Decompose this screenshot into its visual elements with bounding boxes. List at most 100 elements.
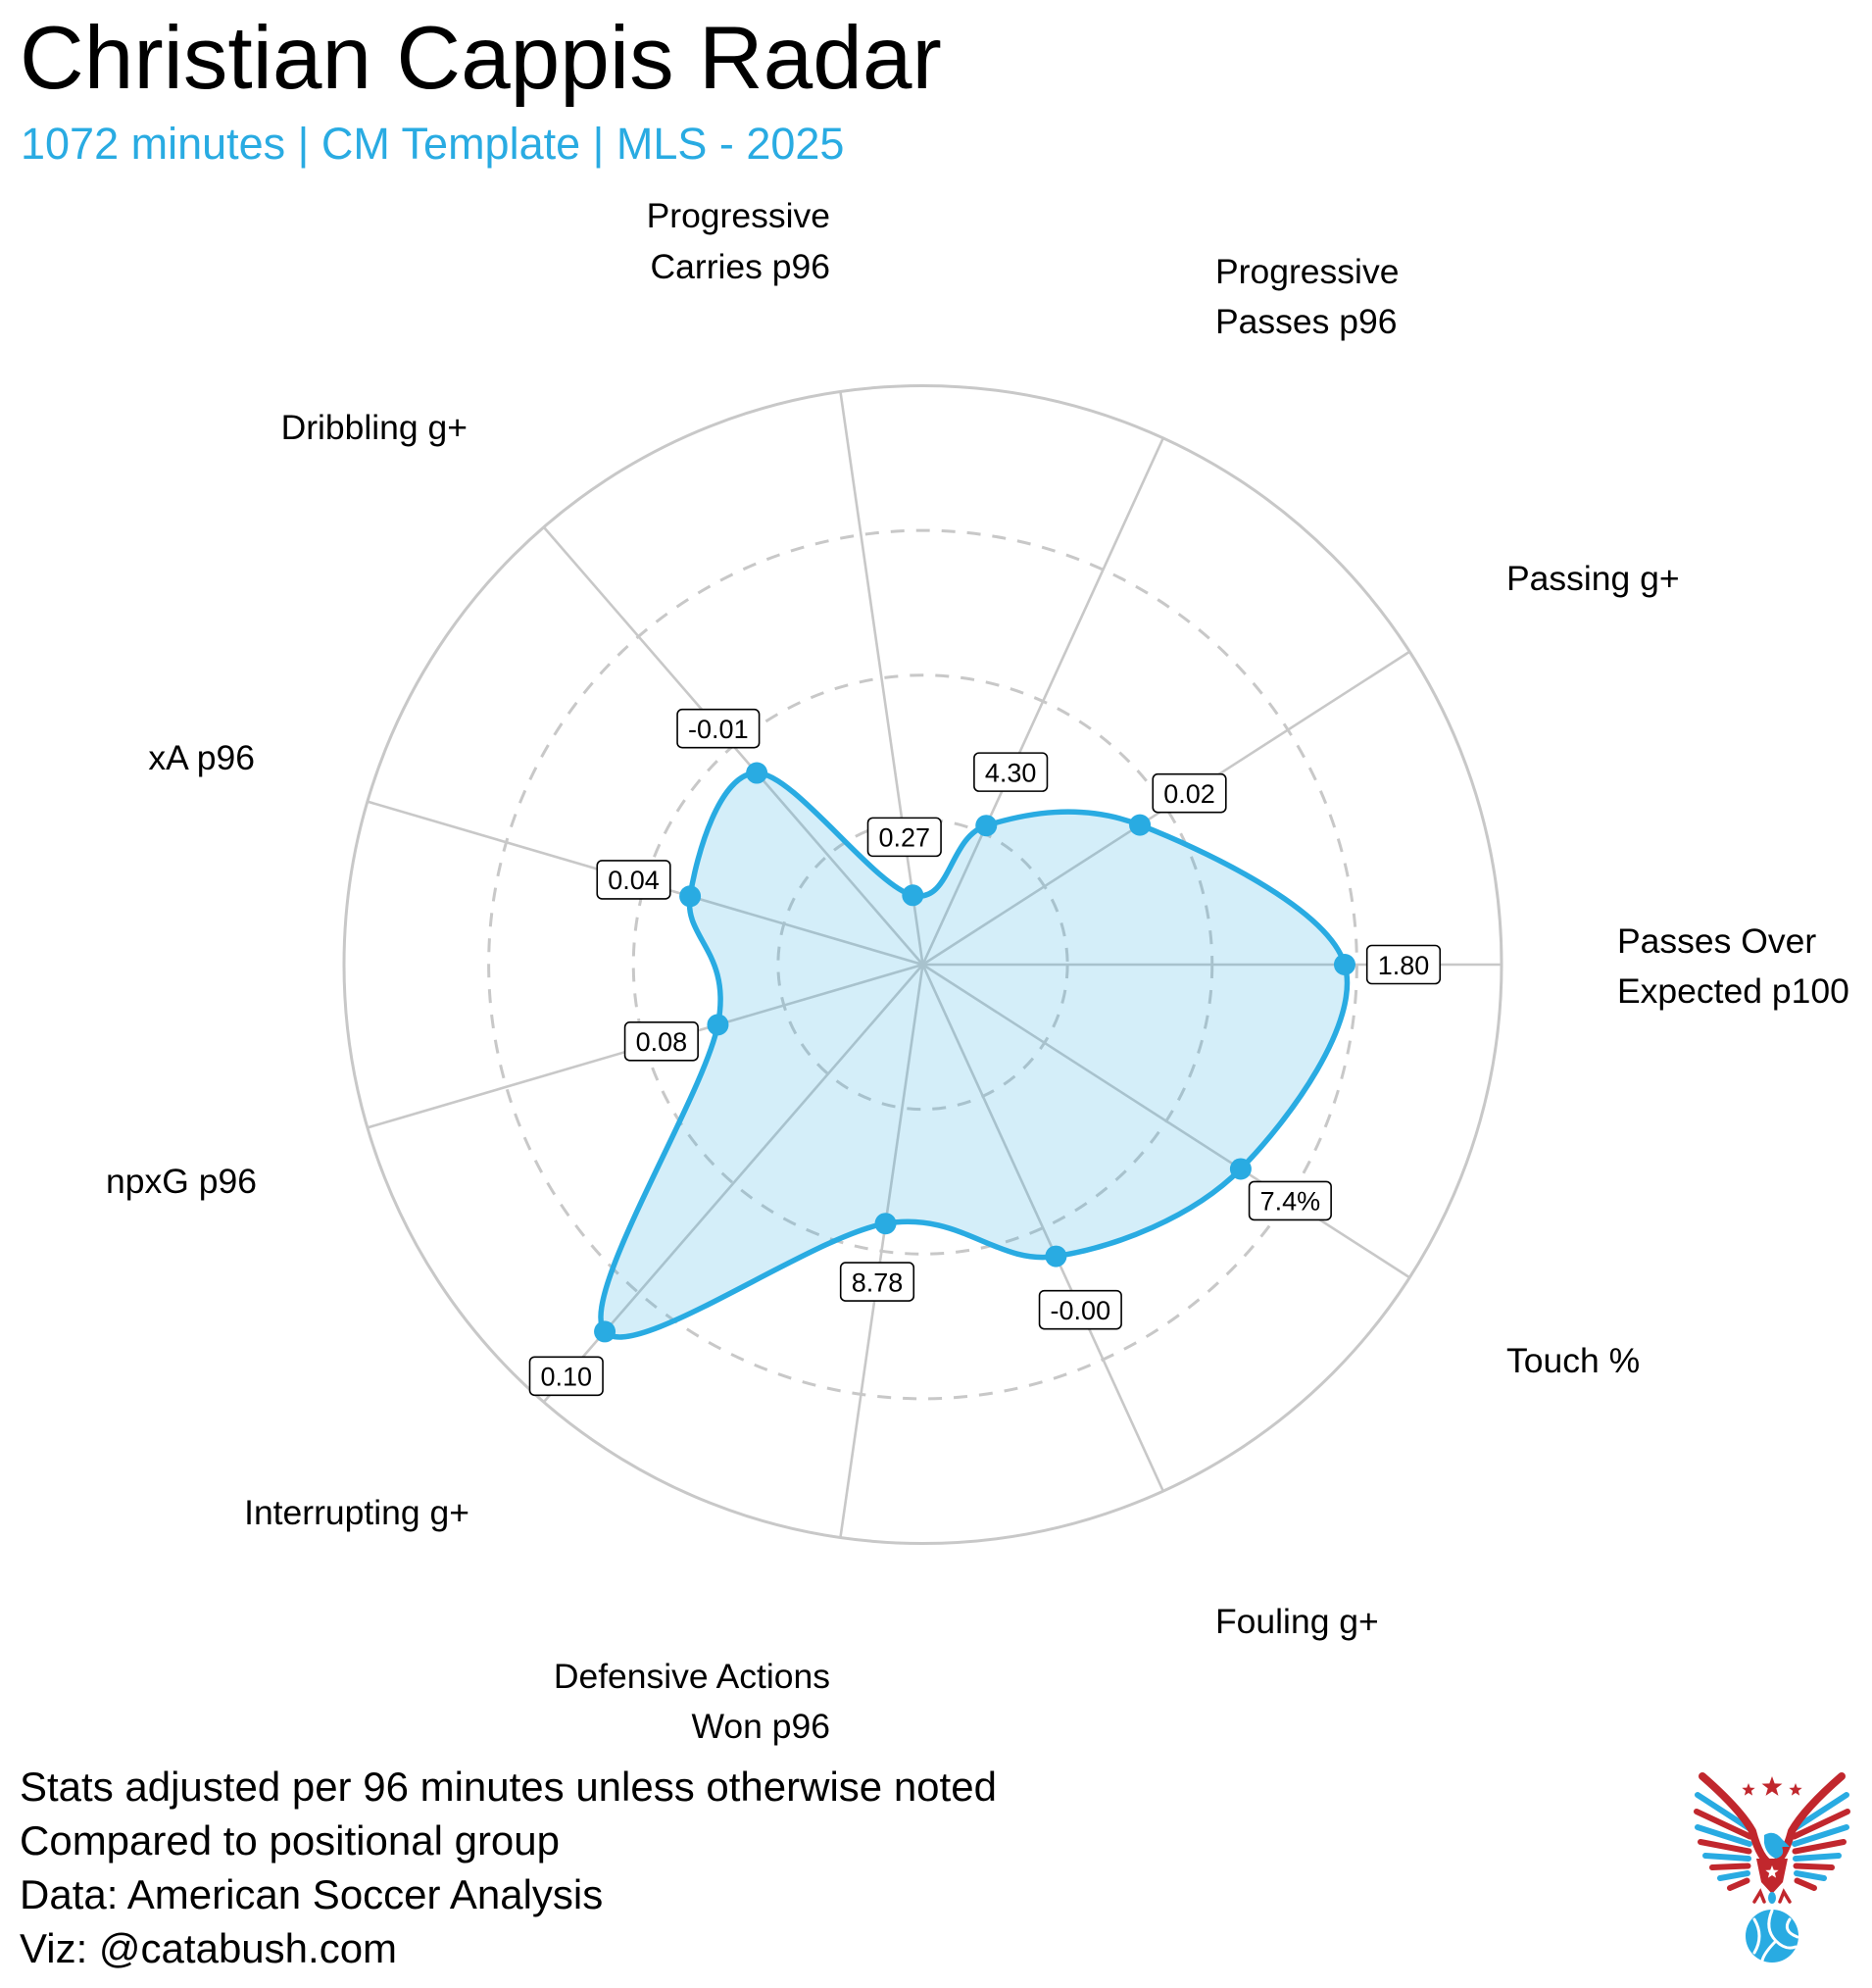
axis-labels: Passes Over Expected p100 Passing g+ Progre…	[106, 196, 1849, 1746]
value-label-box	[623, 1020, 699, 1062]
wing-feather-right	[1792, 1839, 1847, 1855]
data-point-1	[1129, 814, 1152, 836]
value-label-10: 7.4%	[1248, 1180, 1332, 1221]
eagle-soccer-ball-logo	[1694, 1772, 1850, 1963]
wing-feather-right	[1792, 1824, 1849, 1847]
radar-points	[594, 762, 1355, 1343]
value-label-box	[1248, 1180, 1332, 1221]
star-icon	[1742, 1783, 1755, 1796]
value-label-text: 0.10	[540, 1363, 592, 1392]
axis-label-8: Defensive Actions Won p96	[554, 1657, 830, 1746]
value-label-box	[1038, 1289, 1122, 1330]
value-label-9: -0.00	[1038, 1289, 1122, 1330]
value-label-box	[973, 752, 1049, 792]
axis-label-0: Passes Over Expected p100	[1617, 921, 1849, 1011]
wing-feather-left	[1709, 1863, 1751, 1870]
grid-spoke	[839, 964, 924, 1538]
axis-label-3: Progressive Carries p96	[647, 196, 830, 286]
soccer-ball-panels	[1752, 1909, 1799, 1963]
wing-feather-right	[1793, 1853, 1842, 1862]
footer-note-compared: Compared to positional group	[20, 1817, 560, 1864]
axis-label-10: Touch %	[1506, 1341, 1640, 1380]
axis-label-line: Progressive	[1215, 252, 1399, 291]
axis-label-line: npxG p96	[106, 1162, 257, 1201]
axis-label-line: Passes p96	[1215, 302, 1398, 341]
wing-feather-right	[1794, 1877, 1817, 1891]
axis-label-line: Fouling g+	[1215, 1602, 1379, 1641]
footer-note-data-source: Data: American Soccer Analysis	[20, 1871, 603, 1917]
value-label-7: 0.10	[528, 1356, 604, 1397]
value-label-text: 1.80	[1378, 951, 1430, 980]
data-point-4	[746, 762, 768, 784]
wing-feather-right	[1794, 1870, 1827, 1881]
axis-label-line: Carries p96	[651, 247, 831, 286]
grid-spoke	[839, 391, 924, 966]
value-label-text: 4.30	[985, 758, 1037, 787]
axis-label-line: Progressive	[647, 196, 830, 235]
data-point-8	[874, 1213, 897, 1235]
wing-feather-left	[1695, 1824, 1752, 1847]
axis-label-5: xA p96	[148, 738, 255, 777]
value-label-1: 0.02	[1152, 772, 1227, 814]
eagle-head	[1764, 1832, 1790, 1859]
value-label-2: 4.30	[973, 752, 1049, 792]
value-label-8: 8.78	[839, 1262, 915, 1302]
value-label-0: 1.80	[1365, 944, 1442, 985]
axis-label-4: Dribbling g+	[281, 408, 468, 447]
value-label-box	[1365, 944, 1442, 985]
value-label-text: 8.78	[852, 1267, 904, 1297]
grid-spoke	[921, 964, 1164, 1492]
value-label-3: 0.27	[866, 817, 942, 858]
axis-label-line: Touch %	[1506, 1341, 1640, 1380]
value-label-box	[528, 1356, 604, 1397]
axis-label-line: Expected p100	[1617, 971, 1849, 1011]
axis-label-line: Won p96	[692, 1707, 830, 1746]
data-point-3	[902, 884, 924, 907]
wing-feather-left	[1717, 1870, 1750, 1881]
grid-spoke	[921, 963, 1410, 1279]
wing-feather-left	[1695, 1792, 1753, 1832]
footer-notes: Stats adjusted per 96 minutes unless oth…	[20, 1764, 997, 1971]
star-icon	[1761, 1776, 1783, 1796]
value-label-text: 7.4%	[1260, 1187, 1321, 1217]
footer-note-viz-credit: Viz: @catabush.com	[20, 1925, 397, 1971]
chart-title: Christian Cappis Radar	[20, 9, 942, 108]
radar-shape	[598, 770, 1351, 1340]
grid-spoke	[921, 437, 1164, 966]
data-point-9	[1045, 1245, 1067, 1267]
axis-label-line: Defensive Actions	[554, 1657, 830, 1696]
wing-feather-right	[1791, 1809, 1850, 1840]
data-point-10	[1229, 1158, 1252, 1180]
eagle-talons	[1752, 1888, 1792, 1904]
axis-label-7: Interrupting g+	[244, 1493, 469, 1532]
footer-note-stats-adjusted: Stats adjusted per 96 minutes unless oth…	[20, 1764, 997, 1810]
axis-label-line: Passes Over	[1617, 921, 1816, 961]
wing-feather-left	[1694, 1809, 1753, 1840]
eagle-body-shield	[1756, 1859, 1788, 1894]
chart-subtitle: 1072 minutes | CM Template | MLS - 2025	[21, 119, 844, 169]
wing-feather-right	[1791, 1792, 1849, 1832]
data-point-7	[594, 1320, 616, 1343]
wing-feather-left	[1698, 1839, 1752, 1855]
axis-label-6: npxG p96	[106, 1162, 257, 1201]
value-labels: 1.80 0.02 4.30 0.27 -0.01 0.04 0.08 0.10 8.78 -0.…	[528, 708, 1442, 1397]
axis-label-line: Passing g+	[1506, 559, 1680, 598]
axis-label-line: Dribbling g+	[281, 408, 468, 447]
value-label-text: -0.01	[688, 715, 749, 744]
value-label-text: 0.27	[879, 823, 931, 853]
value-label-box	[1152, 772, 1227, 814]
value-label-text: -0.00	[1051, 1296, 1111, 1325]
data-point-5	[679, 885, 702, 908]
data-point-2	[975, 815, 998, 837]
value-label-6: 0.08	[623, 1020, 699, 1062]
axis-label-line: Interrupting g+	[244, 1493, 469, 1532]
value-label-5: 0.04	[596, 860, 671, 900]
wing-feather-left	[1702, 1853, 1751, 1862]
wing-feather-right	[1793, 1863, 1835, 1870]
radar-area-fill	[600, 772, 1348, 1337]
axis-label-9: Fouling g+	[1215, 1602, 1379, 1641]
axis-label-line: xA p96	[148, 738, 255, 777]
value-label-4: -0.01	[676, 708, 761, 749]
star-icon	[1765, 1865, 1779, 1878]
